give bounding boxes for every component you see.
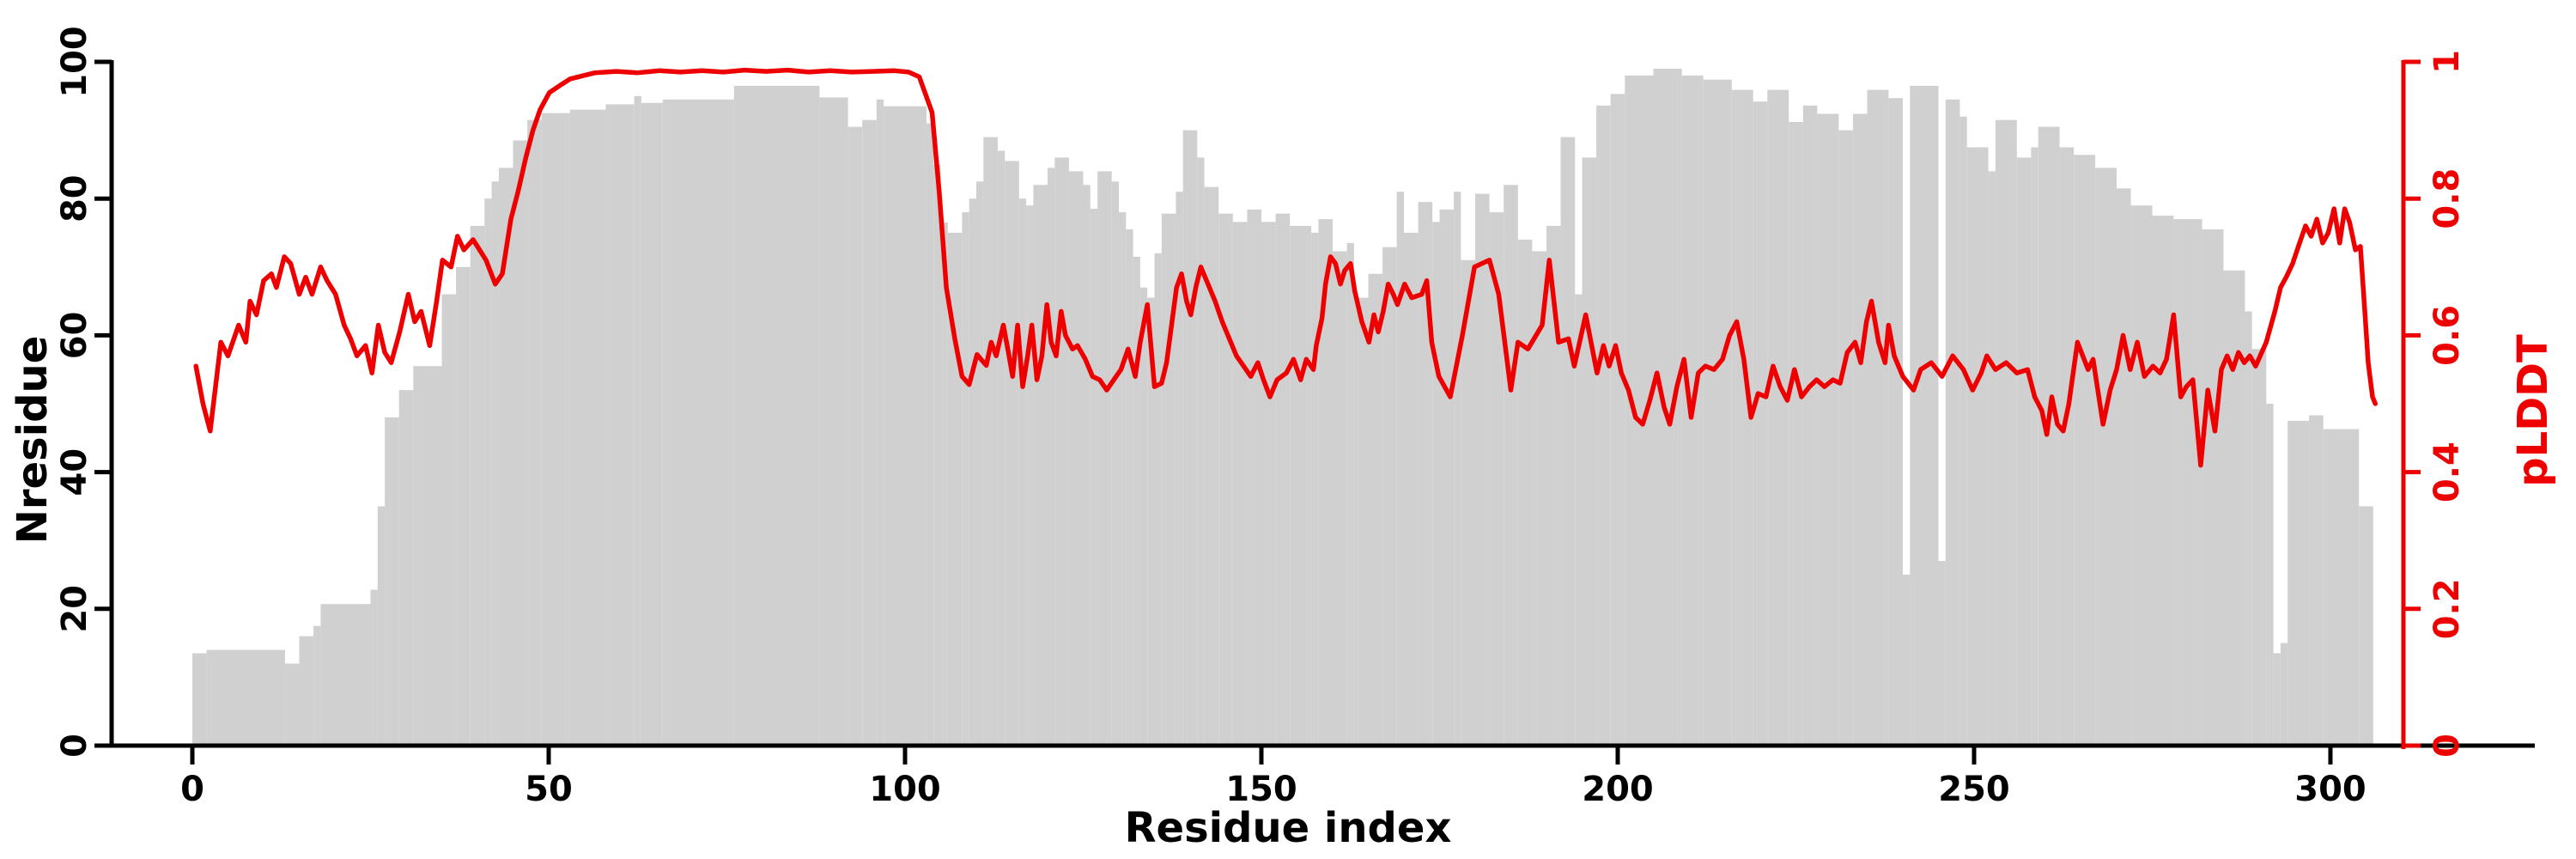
svg-text:0.4: 0.4 [2427, 442, 2467, 503]
x-axis-title: Residue index [1124, 804, 1452, 852]
svg-text:40: 40 [55, 448, 94, 497]
svg-text:50: 50 [525, 770, 573, 809]
svg-text:150: 150 [1225, 770, 1297, 809]
svg-text:250: 250 [1938, 770, 2010, 809]
svg-text:100: 100 [869, 770, 941, 809]
svg-text:300: 300 [2294, 770, 2366, 809]
svg-text:0.6: 0.6 [2427, 305, 2467, 366]
svg-text:0.2: 0.2 [2427, 578, 2467, 639]
svg-text:80: 80 [55, 174, 94, 222]
svg-text:0: 0 [180, 770, 204, 809]
svg-text:0: 0 [2427, 734, 2467, 758]
svg-text:1: 1 [2427, 50, 2467, 74]
svg-text:100: 100 [55, 26, 94, 98]
svg-text:200: 200 [1582, 770, 1654, 809]
svg-text:20: 20 [55, 585, 94, 633]
right-axis-title: pLDDT [2509, 334, 2557, 487]
svg-text:60: 60 [55, 312, 94, 360]
left-axis-title: Nresidue [9, 335, 57, 545]
svg-text:0.8: 0.8 [2427, 168, 2467, 229]
svg-text:0: 0 [55, 734, 94, 758]
